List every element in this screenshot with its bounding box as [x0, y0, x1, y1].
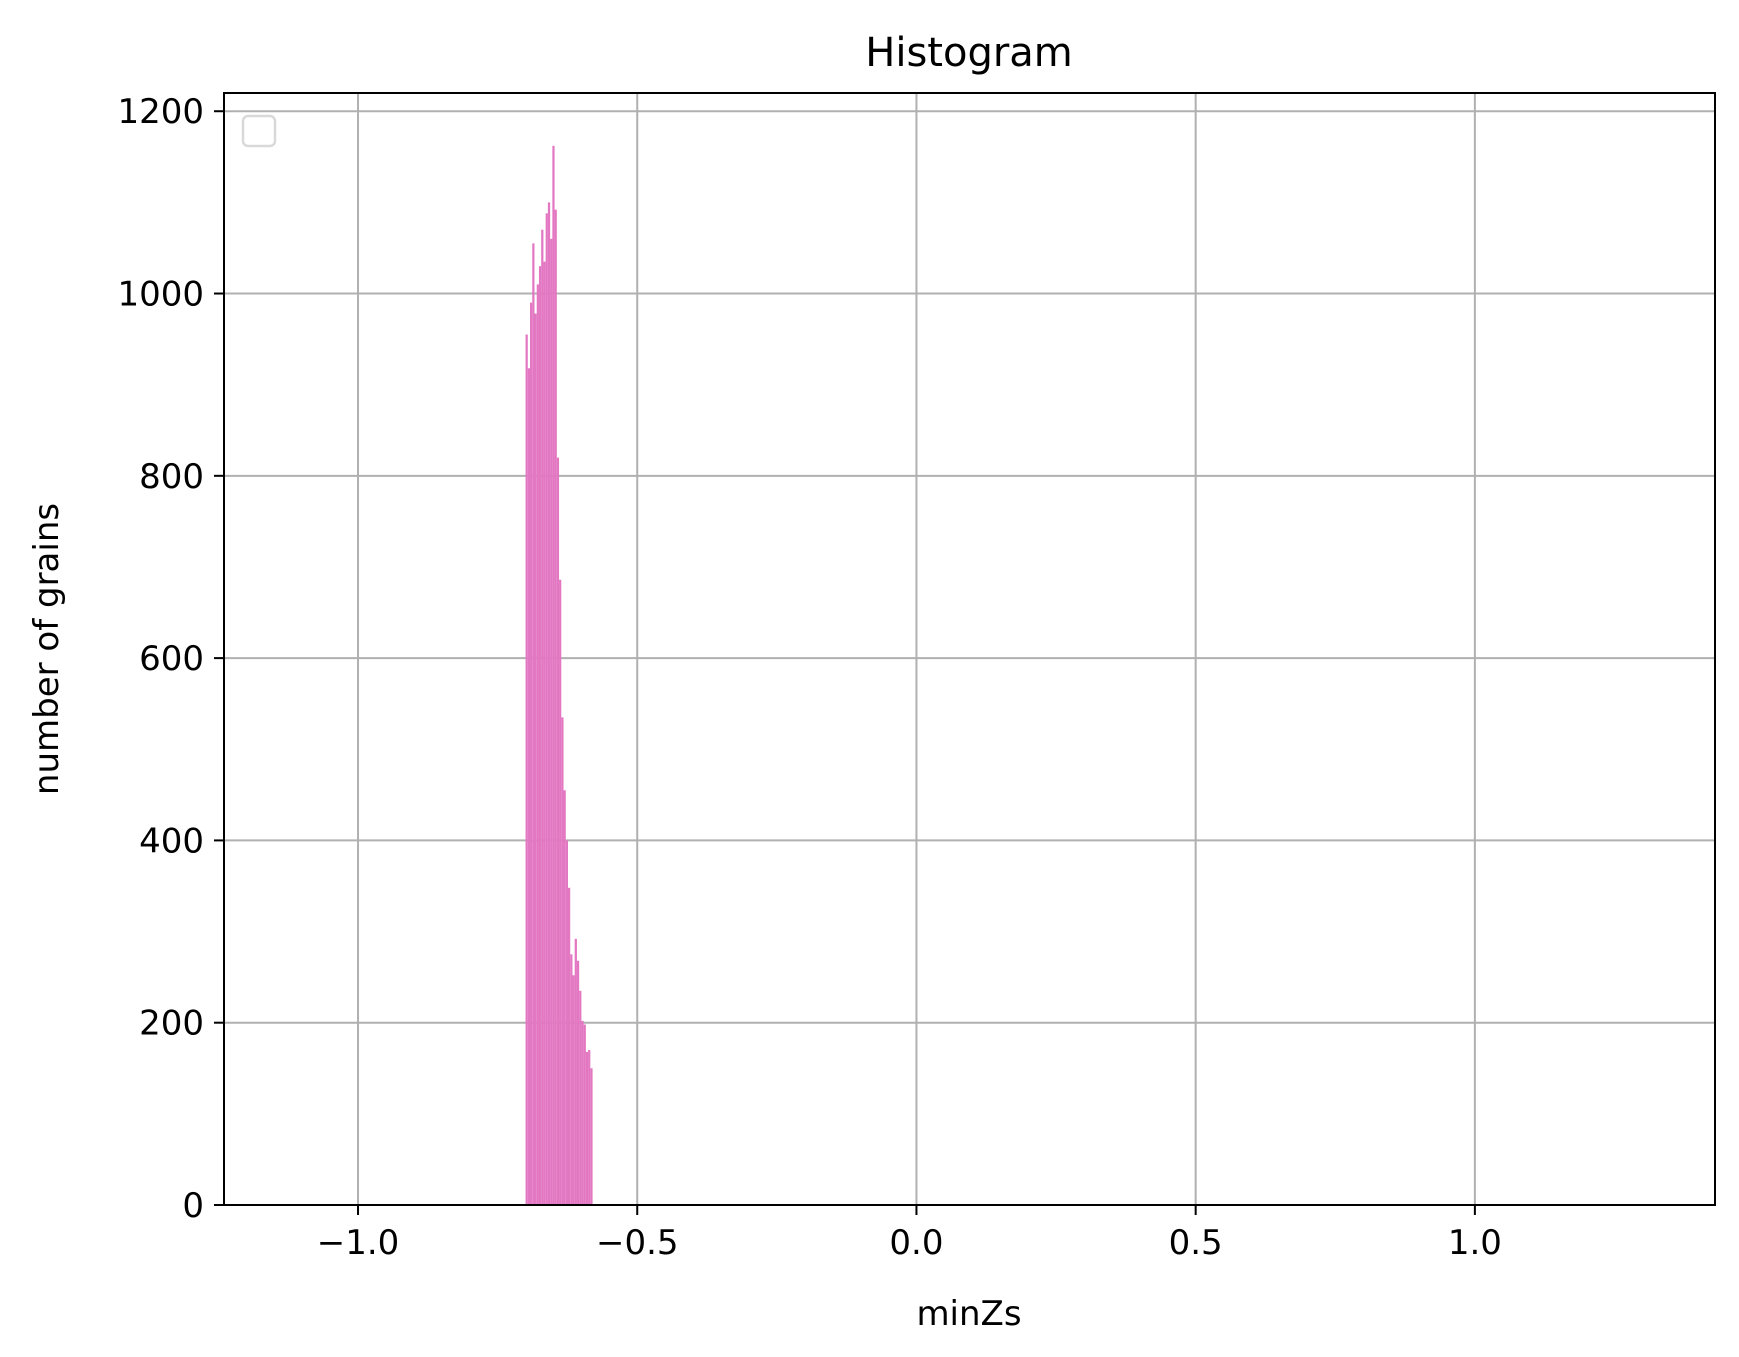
y-tick-label: 600	[139, 639, 204, 679]
legend-box	[241, 114, 277, 148]
plot-area	[224, 93, 1715, 1205]
y-tick-label: 800	[139, 457, 204, 497]
histogram-bar	[581, 1020, 584, 1205]
histogram-bar	[561, 717, 564, 1205]
axes-frame	[223, 92, 1716, 1206]
histogram-bar	[532, 243, 535, 1206]
histogram-bar	[583, 1024, 586, 1205]
histogram-bar	[559, 579, 562, 1205]
histogram-bar	[534, 313, 537, 1206]
x-tick-label: 0.0	[889, 1223, 943, 1263]
histogram-bar	[527, 368, 531, 1205]
histogram-bar	[579, 990, 582, 1205]
y-tick-label: 200	[139, 1004, 204, 1044]
y-tick-label: 1000	[117, 275, 204, 315]
y-tick-label: 1200	[117, 92, 204, 132]
histogram-bar	[563, 790, 566, 1205]
histogram-bar	[543, 261, 546, 1206]
x-tick-label: 1.0	[1448, 1223, 1502, 1263]
histogram-bar	[525, 334, 528, 1205]
y-axis-ticks: 0 200 400 600 800 1000 1200	[117, 92, 224, 1226]
y-tick-label: 400	[139, 821, 204, 861]
histogram-bar	[530, 302, 533, 1205]
grid-lines	[224, 93, 1715, 1206]
x-tick-label: 0.5	[1169, 1223, 1223, 1263]
histogram-bar	[576, 960, 580, 1205]
chart-title: Histogram	[865, 30, 1073, 76]
histogram-bars	[525, 145, 593, 1206]
x-axis-label: minZs	[916, 1294, 1021, 1334]
histogram-bar	[547, 202, 551, 1205]
histogram-bar	[567, 887, 571, 1205]
histogram-bar	[574, 938, 577, 1205]
histogram-bar	[588, 1050, 591, 1205]
x-tick-label: −1.0	[317, 1223, 400, 1263]
histogram-bar	[545, 213, 548, 1205]
x-tick-label: −0.5	[596, 1223, 679, 1263]
histogram-bar	[590, 1068, 593, 1205]
histogram-bar	[550, 238, 553, 1205]
x-axis-ticks: −1.0 −0.5 0.0 0.5 1.0	[317, 1205, 1502, 1263]
histogram-bar	[552, 145, 555, 1205]
histogram-bar	[556, 457, 560, 1205]
histogram-bar	[572, 975, 575, 1205]
histogram-bar	[554, 209, 557, 1206]
y-axis-label: number of grains	[27, 503, 67, 795]
y-tick-label: 0	[182, 1186, 204, 1226]
histogram-bar	[536, 284, 539, 1205]
histogram-bar	[538, 266, 542, 1206]
histogram-bar	[565, 840, 568, 1205]
histogram-bar	[570, 954, 573, 1205]
histogram-bar	[585, 1051, 589, 1205]
histogram-bar	[541, 229, 544, 1205]
